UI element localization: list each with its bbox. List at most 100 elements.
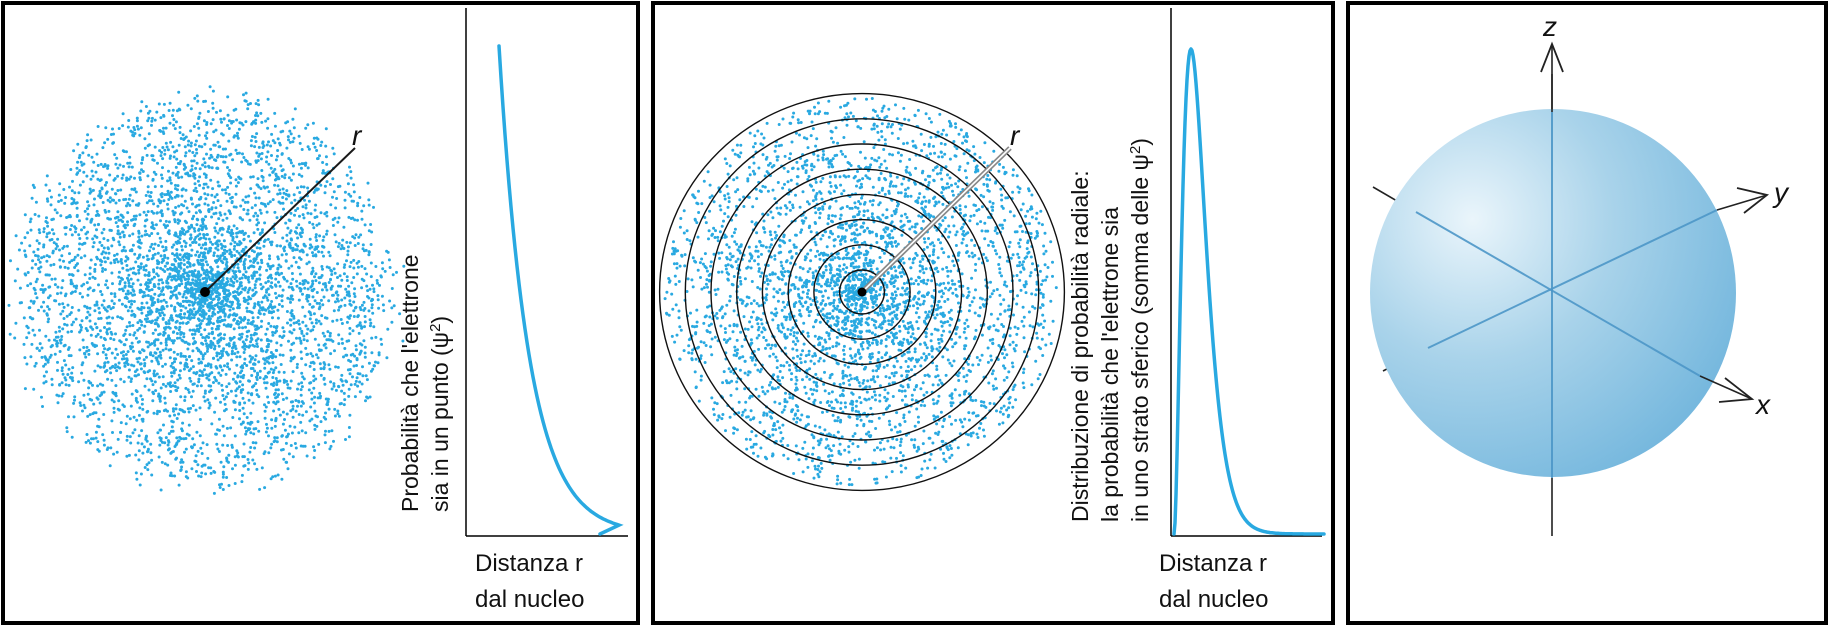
cloud-dot [176, 275, 180, 279]
cloud-dot [178, 233, 182, 237]
cloud-dot [205, 233, 209, 237]
cloud-dot [88, 187, 92, 191]
cloud-dot [118, 282, 122, 286]
cloud-dot [84, 145, 88, 149]
cloud-dot [280, 294, 284, 298]
cloud-dot [288, 140, 292, 144]
cloud-dot [190, 467, 194, 471]
cloud-dot [245, 306, 249, 310]
cloud-dot [99, 365, 102, 369]
cloud-dot [352, 266, 356, 270]
cloud-dot [355, 261, 359, 265]
cloud-dot [247, 162, 250, 166]
cloud-dot [28, 220, 32, 224]
cloud-dot [132, 300, 136, 303]
cloud-dot [281, 196, 285, 199]
cloud-dot [383, 269, 387, 273]
shell-dot [765, 287, 768, 291]
cloud-dot [255, 255, 259, 258]
cloud-dot [175, 248, 179, 252]
cloud-dot [225, 476, 229, 479]
cloud-dot [206, 203, 210, 207]
cloud-dot [201, 373, 205, 377]
cloud-dot [77, 191, 81, 195]
cloud-dot [228, 283, 232, 287]
cloud-dot [361, 365, 364, 369]
shell-dot [1041, 295, 1045, 299]
cloud-dot [156, 347, 160, 351]
cloud-dot [372, 325, 376, 329]
cloud-dot [241, 388, 245, 392]
cloud-dot [90, 398, 94, 402]
cloud-dot [159, 386, 163, 390]
cloud-dot [158, 396, 162, 400]
shell-dot [958, 393, 962, 397]
cloud-dot [122, 380, 126, 384]
cloud-dot [160, 308, 163, 312]
cloud-dot [164, 384, 168, 388]
cloud-dot [194, 253, 198, 257]
cloud-dot [202, 254, 205, 258]
cloud-dot [278, 379, 282, 383]
cloud-dot [176, 194, 180, 198]
cloud-dot [314, 253, 318, 257]
cloud-dot [193, 229, 197, 233]
cloud-dot [163, 256, 167, 259]
cloud-dot [174, 293, 178, 297]
cloud-dot [361, 374, 365, 378]
cloud-dot [26, 231, 30, 235]
cloud-dot [241, 420, 245, 424]
cloud-dot [20, 301, 23, 305]
cloud-dot [209, 365, 213, 369]
cloud-dot [194, 139, 198, 143]
cloud-dot [227, 225, 231, 229]
shell-dot [1022, 371, 1025, 375]
cloud-dot [161, 364, 165, 368]
cloud-dot [244, 275, 247, 278]
cloud-dot [203, 463, 207, 467]
cloud-dot [181, 299, 185, 303]
cloud-dot [299, 393, 303, 397]
cloud-dot [226, 172, 230, 176]
cloud-dot [122, 150, 126, 153]
cloud-dot [137, 458, 141, 462]
cloud-dot [133, 331, 137, 335]
cloud-dot [317, 319, 321, 323]
cloud-dot [185, 221, 188, 225]
cloud-dot [81, 151, 85, 155]
cloud-dot [352, 292, 356, 296]
cloud-dot [171, 171, 175, 175]
cloud-dot [306, 166, 310, 170]
cloud-dot [207, 374, 211, 378]
cloud-dot [254, 140, 258, 143]
cloud-dot [166, 277, 170, 280]
cloud-dot [154, 172, 158, 176]
cloud-dot [294, 409, 298, 413]
cloud-dot [67, 367, 71, 371]
cloud-dot [239, 390, 243, 394]
cloud-dot [213, 375, 217, 379]
cloud-dot [85, 217, 89, 221]
cloud-dot [96, 352, 100, 356]
cloud-dot [204, 173, 208, 177]
cloud-dot [160, 214, 164, 218]
cloud-dot [162, 298, 166, 302]
cloud-dot [328, 447, 332, 451]
probability-curve [497, 44, 624, 536]
cloud-dot [172, 243, 176, 247]
cloud-dot [111, 236, 115, 240]
cloud-dot [182, 367, 186, 371]
cloud-dot [194, 408, 198, 412]
cloud-dot [146, 345, 150, 349]
cloud-dot [223, 333, 227, 337]
cloud-dot [241, 345, 245, 349]
cloud-dot [131, 324, 135, 327]
cloud-dot [271, 475, 275, 479]
cloud-dot [325, 288, 329, 292]
cloud-dot [225, 385, 229, 389]
cloud-dot [75, 166, 79, 170]
cloud-dot [179, 261, 183, 265]
cloud-dot [56, 360, 59, 364]
cloud-dot [45, 197, 49, 201]
cloud-dot [218, 315, 222, 319]
